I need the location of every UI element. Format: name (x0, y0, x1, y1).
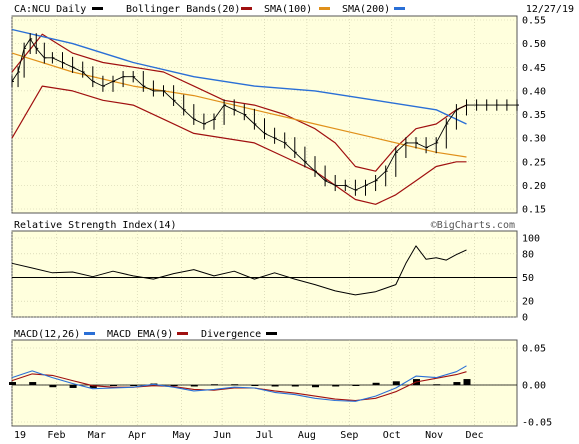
divergence-bar (170, 385, 178, 386)
divergence-bar (251, 385, 259, 386)
divergence-bar (69, 385, 77, 388)
divergence-bar (231, 384, 239, 386)
price-y-tick-label: 0.20 (522, 181, 546, 192)
legend-bollinger: Bollinger Bands(20) (126, 4, 240, 15)
series-layer (9, 28, 519, 402)
x-tick-label: Jun (213, 430, 231, 441)
watermark: ©BigCharts.com (431, 220, 515, 231)
divergence-bar (89, 385, 97, 388)
legend-sma100: SMA(100) (264, 4, 312, 15)
price-y-tick-label: 0.50 (522, 39, 546, 50)
price-y-tick-label: 0.30 (522, 134, 546, 145)
divergence-bar (372, 382, 380, 385)
x-tick-label: May (173, 430, 191, 441)
x-tick-label: Mar (88, 430, 106, 441)
divergence-bar (453, 382, 461, 385)
x-tick-label: Oct (383, 430, 401, 441)
rsi-line (11, 245, 467, 296)
x-tick-label: Aug (298, 430, 316, 441)
legend-sma200-swatch (394, 7, 405, 10)
divergence-bar (271, 385, 279, 387)
legend-divergence-swatch (266, 332, 277, 335)
legend-divergence: Divergence (201, 329, 261, 340)
price-legend-swatch (92, 7, 103, 10)
divergence-bar (392, 381, 400, 385)
macd-y-tick-label: 0.00 (522, 381, 546, 392)
divergence-bar (332, 385, 340, 387)
rsi-y-tick-label: 0 (522, 313, 528, 324)
rsi-y-tick-label: 50 (522, 273, 534, 284)
chart-date: 12/27/19 (526, 4, 574, 15)
legend-macd-ema: MACD EMA(9) (107, 329, 173, 340)
rsi-y-tick-label: 20 (522, 297, 534, 308)
macd-line (11, 365, 467, 402)
x-tick-label: Apr (128, 430, 146, 441)
divergence-bar (190, 385, 198, 387)
legend-macd-swatch (84, 332, 95, 335)
divergence-bar (130, 385, 138, 386)
price-y-tick-label: 0.15 (522, 205, 546, 216)
ticker-label: CA:NCU Daily (14, 4, 86, 15)
rsi-y-tick-label: 80 (522, 249, 534, 260)
macd-y-tick-label: -0.05 (522, 418, 552, 429)
legend-macd-ema-swatch (177, 332, 188, 335)
rsi-y-tick-label: 100 (522, 234, 540, 245)
price-y-tick-label: 0.45 (522, 63, 546, 74)
price-y-tick-label: 0.40 (522, 86, 546, 97)
legend-sma100-swatch (319, 7, 330, 10)
divergence-bar (9, 382, 16, 385)
price-close-line (11, 38, 517, 191)
divergence-bar (352, 385, 360, 386)
price-y-tick-label: 0.55 (522, 16, 546, 27)
macd-y-tick-label: 0.05 (522, 344, 546, 355)
tick-layer: 19 Feb Mar Apr May Jun Jul Aug Sep Oct Nov Dec 0.55 0… (14, 16, 552, 442)
divergence-bar (463, 379, 471, 385)
legend-bollinger-swatch (241, 7, 252, 10)
divergence-bar (110, 385, 117, 386)
bollinger-upper-line (11, 33, 467, 172)
divergence-bar (29, 382, 37, 385)
x-tick-label: Nov (425, 430, 443, 441)
x-tick-label: Jul (255, 430, 273, 441)
macd-title: MACD(12,26) (14, 329, 80, 340)
divergence-bar (211, 384, 218, 386)
price-y-tick-label: 0.35 (522, 110, 546, 121)
price-y-tick-label: 0.25 (522, 157, 546, 168)
x-tick-label: 19 (14, 430, 26, 441)
x-tick-label: Feb (47, 430, 65, 441)
divergence-bar (49, 385, 57, 388)
x-tick-label: Sep (340, 430, 358, 441)
divergence-bar (312, 385, 319, 388)
x-tick-label: Dec (466, 430, 484, 441)
bollinger-lower-line (11, 85, 467, 205)
legend-sma200: SMA(200) (342, 4, 390, 15)
rsi-title: Relative Strength Index(14) (14, 220, 177, 231)
divergence-bar (433, 384, 441, 386)
divergence-bar (291, 385, 299, 387)
sma200-line (11, 28, 467, 125)
